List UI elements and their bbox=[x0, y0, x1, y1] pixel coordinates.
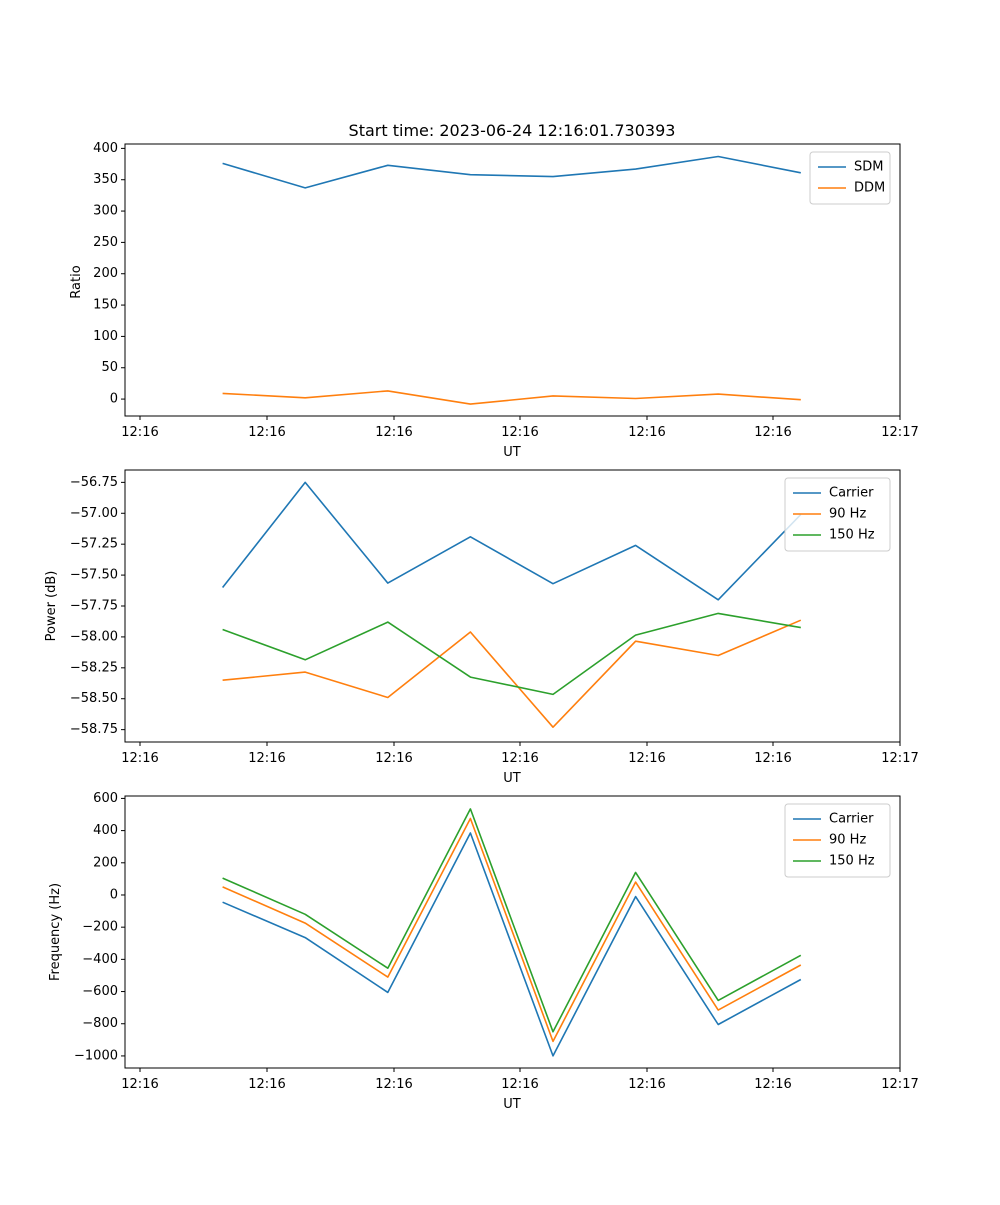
frequency-y-tick-label: 200 bbox=[93, 855, 118, 870]
power-legend: Carrier 90 Hz 150 Hz bbox=[784, 477, 891, 552]
frequency-x-tick-label: 12:17 bbox=[881, 1077, 918, 1092]
frequency-x-tick-label: 12:16 bbox=[248, 1077, 285, 1092]
ratio-series-line-sdm bbox=[222, 155, 801, 189]
frequency-x-tick-label: 12:16 bbox=[754, 1077, 791, 1092]
frequency-y-ticks: −1000 −800 −600 −400 −200 0 200 400 600 bbox=[74, 791, 125, 1063]
ratio-x-ticks: 12:16 12:16 12:16 12:16 12:16 12:16 12:17 bbox=[121, 416, 919, 440]
ratio-x-axis-label: UT bbox=[503, 445, 521, 460]
ratio-x-tick-label: 12:16 bbox=[375, 425, 412, 440]
frequency-y-tick-label: 600 bbox=[93, 791, 118, 806]
power-series-line-carrier bbox=[221, 481, 802, 601]
chart-title: Start time: 2023-06-24 12:16:01.730393 bbox=[349, 121, 676, 140]
ratio-y-tick-label: 0 bbox=[110, 392, 118, 407]
frequency-legend: Carrier 90 Hz 150 Hz bbox=[784, 803, 891, 878]
power-y-tick-label: −58.75 bbox=[70, 722, 118, 737]
ratio-y-tick-label: 150 bbox=[93, 298, 118, 313]
ratio-x-tick-label: 12:16 bbox=[121, 425, 158, 440]
ratio-series-line-ddm bbox=[222, 390, 801, 405]
ratio-plot-frame bbox=[124, 143, 901, 417]
power-x-tick-label: 12:16 bbox=[248, 751, 285, 766]
ratio-x-tick-label: 12:16 bbox=[754, 425, 791, 440]
power-y-tick-label: −58.25 bbox=[70, 660, 118, 675]
ratio-y-tick-label: 350 bbox=[93, 172, 118, 187]
ratio-panel: Start time: 2023-06-24 12:16:01.730393 0… bbox=[69, 121, 919, 460]
power-x-tick-label: 12:16 bbox=[121, 751, 158, 766]
frequency-x-tick-label: 12:16 bbox=[375, 1077, 412, 1092]
frequency-y-tick-label: −400 bbox=[82, 952, 118, 967]
frequency-x-axis-label: UT bbox=[503, 1097, 521, 1112]
power-x-tick-label: 12:16 bbox=[501, 751, 538, 766]
power-y-tick-label: −58.00 bbox=[70, 629, 118, 644]
ratio-lines bbox=[222, 155, 801, 405]
frequency-y-tick-label: −200 bbox=[82, 920, 118, 935]
ratio-legend-label: DDM bbox=[854, 181, 885, 196]
frequency-y-tick-label: −800 bbox=[82, 1016, 118, 1031]
power-lines bbox=[221, 481, 802, 729]
ratio-y-ticks: 0 50 100 150 200 250 300 350 400 bbox=[93, 141, 125, 407]
ratio-y-tick-label: 100 bbox=[93, 329, 118, 344]
frequency-legend-box bbox=[784, 803, 891, 878]
power-y-tick-label: −57.00 bbox=[70, 506, 118, 521]
power-x-tick-label: 12:17 bbox=[881, 751, 918, 766]
ratio-x-tick-label: 12:17 bbox=[881, 425, 918, 440]
frequency-plot-frame bbox=[124, 795, 901, 1069]
frequency-series-line-90-hz bbox=[222, 817, 802, 1043]
power-y-tick-label: −56.75 bbox=[70, 475, 118, 490]
power-y-tick-label: −57.50 bbox=[70, 568, 118, 583]
frequency-y-tick-label: 0 bbox=[110, 887, 118, 902]
power-series-line-90-hz bbox=[222, 619, 802, 729]
ratio-y-axis-label: Ratio bbox=[69, 265, 84, 298]
power-x-tick-label: 12:16 bbox=[628, 751, 665, 766]
power-x-tick-label: 12:16 bbox=[754, 751, 791, 766]
power-y-tick-label: −57.75 bbox=[70, 599, 118, 614]
frequency-x-tick-label: 12:16 bbox=[121, 1077, 158, 1092]
ratio-x-tick-label: 12:16 bbox=[248, 425, 285, 440]
power-y-axis-label: Power (dB) bbox=[44, 571, 59, 642]
frequency-series-line-150-hz bbox=[222, 808, 802, 1033]
frequency-x-ticks: 12:16 12:16 12:16 12:16 12:16 12:16 12:17 bbox=[121, 1068, 919, 1092]
power-y-tick-label: −58.50 bbox=[70, 691, 118, 706]
ratio-y-tick-label: 400 bbox=[93, 141, 118, 156]
power-legend-box bbox=[784, 477, 891, 552]
ratio-legend-box bbox=[809, 151, 891, 205]
frequency-legend-label: Carrier bbox=[829, 812, 874, 827]
frequency-x-tick-label: 12:16 bbox=[628, 1077, 665, 1092]
frequency-lines bbox=[222, 808, 802, 1057]
ratio-legend: SDM DDM bbox=[809, 151, 891, 205]
ratio-y-tick-label: 250 bbox=[93, 235, 118, 250]
ratio-y-tick-label: 50 bbox=[101, 360, 118, 375]
frequency-y-axis-label: Frequency (Hz) bbox=[48, 883, 63, 981]
frequency-legend-label: 150 Hz bbox=[829, 854, 875, 869]
ratio-y-tick-label: 200 bbox=[93, 266, 118, 281]
frequency-legend-label: 90 Hz bbox=[829, 833, 866, 848]
frequency-y-tick-label: 400 bbox=[93, 823, 118, 838]
power-legend-label: 90 Hz bbox=[829, 507, 866, 522]
power-legend-label: Carrier bbox=[829, 486, 874, 501]
frequency-series-line-carrier bbox=[222, 832, 802, 1057]
power-y-ticks: −58.75 −58.50 −58.25 −58.00 −57.75 −57.50 −57.… bbox=[70, 475, 125, 737]
ratio-legend-label: SDM bbox=[854, 160, 883, 175]
power-x-tick-label: 12:16 bbox=[375, 751, 412, 766]
power-x-axis-label: UT bbox=[503, 771, 521, 786]
power-y-tick-label: −57.25 bbox=[70, 537, 118, 552]
ratio-x-tick-label: 12:16 bbox=[628, 425, 665, 440]
frequency-y-tick-label: −600 bbox=[82, 984, 118, 999]
power-series-line-150-hz bbox=[222, 612, 801, 696]
power-x-ticks: 12:16 12:16 12:16 12:16 12:16 12:16 12:17 bbox=[121, 742, 919, 766]
frequency-y-tick-label: −1000 bbox=[74, 1048, 118, 1063]
frequency-x-tick-label: 12:16 bbox=[501, 1077, 538, 1092]
ratio-x-tick-label: 12:16 bbox=[501, 425, 538, 440]
power-panel: −58.75 −58.50 −58.25 −58.00 −57.75 −57.50 −57.… bbox=[44, 469, 919, 786]
power-legend-label: 150 Hz bbox=[829, 528, 875, 543]
ratio-y-tick-label: 300 bbox=[93, 204, 118, 219]
